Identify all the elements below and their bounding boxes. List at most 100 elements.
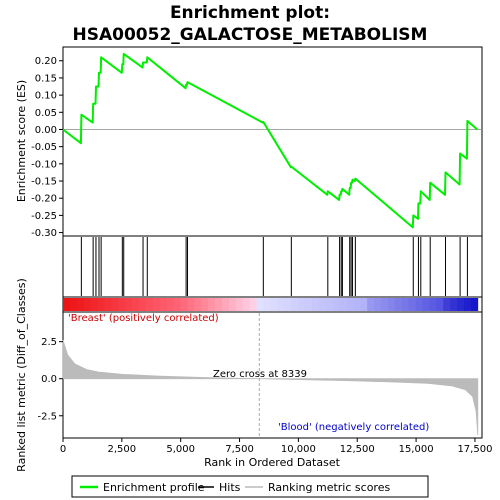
colorbar-segment — [380, 298, 389, 311]
colorbar-segment — [325, 298, 333, 311]
colorbar-segment — [367, 298, 375, 311]
colorbar-segment — [263, 298, 271, 311]
x-ticks: 0 2,500 5,000 7,500 10,000 12,500 15,000 17,500 — [60, 438, 492, 455]
colorbar-segment — [311, 298, 320, 311]
x-tick-label: 7,500 — [225, 444, 254, 455]
colorbar-segment — [284, 298, 292, 311]
enrichment-profile-line — [62, 52, 478, 229]
colorbar-segment — [443, 298, 451, 311]
colorbar-segment — [159, 298, 168, 311]
hit-markers — [80, 237, 468, 296]
metric-y-tick-label: 0.0 — [41, 374, 57, 385]
colorbar-segment — [145, 298, 154, 311]
colorbar-segment — [235, 298, 244, 311]
es-y-tick-label: -0.10 — [31, 159, 57, 170]
x-tick-label: 15,000 — [399, 444, 434, 455]
colorbar-segment — [132, 298, 140, 311]
colorbar-segment — [249, 298, 257, 311]
colorbar-segment — [318, 298, 327, 311]
x-tick-label: 12,500 — [340, 444, 375, 455]
legend: Enrichment profile Hits Ranking metric sco… — [80, 481, 390, 494]
chart-title-line1: Enrichment plot: — [170, 3, 330, 23]
positive-class-label: 'Breast' (positively correlated) — [68, 313, 219, 324]
x-tick-label: 17,500 — [457, 444, 492, 455]
colorbar-segment — [69, 298, 78, 311]
enrichment-profile — [62, 52, 478, 229]
colorbar-segment — [201, 298, 209, 311]
colorbar-segment — [470, 298, 479, 311]
colorbar-segment — [374, 298, 382, 311]
hits-panel — [62, 235, 483, 298]
x-tick-label: 2,500 — [108, 444, 137, 455]
x-tick-label: 10,000 — [281, 444, 316, 455]
es-y-tick-label: 0.00 — [35, 125, 57, 136]
es-panel — [62, 46, 483, 237]
es-y-tick-label: -0.25 — [31, 211, 57, 222]
es-y-tick-label: 0.10 — [35, 91, 57, 102]
colorbar-segment — [463, 298, 472, 311]
es-y-tick-label: 0.05 — [35, 108, 57, 119]
colorbar-segment — [277, 298, 285, 311]
x-tick-label: 0 — [60, 444, 66, 455]
colorbar-segment — [173, 298, 181, 311]
es-y-tick-label: -0.20 — [31, 194, 57, 205]
colorbar-segment — [90, 298, 98, 311]
colorbar-segment — [436, 298, 444, 311]
colorbar-segment — [76, 298, 85, 311]
colorbar-segment — [415, 298, 423, 311]
metric-y-ticks: 2.5 0.0 -2.5 — [37, 337, 63, 422]
colorbar-segment — [332, 298, 340, 311]
zero-cross-label: Zero cross at 8339 — [213, 369, 307, 380]
colorbar-segment — [353, 298, 361, 311]
colorbar-segment — [256, 298, 264, 311]
colorbar-segment — [242, 298, 251, 311]
x-axis-label: Rank in Ordered Dataset — [204, 456, 341, 469]
colorbar-segment — [83, 298, 92, 311]
colorbar-segment — [104, 298, 112, 311]
metric-y-tick-label: -2.5 — [37, 411, 57, 422]
es-y-tick-label: 0.20 — [35, 56, 57, 67]
es-y-tick-label: -0.05 — [31, 142, 57, 153]
colorbar-segment — [152, 298, 161, 311]
colorbar-segment — [63, 298, 71, 311]
colorbar-segment — [228, 298, 237, 311]
es-y-ticks: 0.20 0.15 0.10 0.05 0.00 -0.05 -0.10 -0.15 -0.20… — [31, 56, 63, 239]
colorbar-segment — [187, 298, 195, 311]
metric-y-axis-label: Ranked list metric (Diff_of_Classes) — [15, 278, 28, 472]
ranking-metric-area — [62, 340, 479, 436]
colorbar-segment — [408, 298, 416, 311]
colorbar-segment — [270, 298, 278, 311]
colorbar-segment — [394, 298, 403, 311]
colorbar-segment — [429, 298, 437, 311]
legend-label: Ranking metric scores — [268, 481, 390, 494]
legend-label: Enrichment profile — [103, 481, 205, 494]
es-y-axis-label: Enrichment score (ES) — [15, 80, 28, 202]
colorbar-segment — [208, 298, 216, 311]
colorbar-segment — [97, 298, 105, 311]
colorbar-segment — [291, 298, 299, 311]
colorbar-segment — [360, 298, 368, 311]
colorbar-segment — [139, 298, 147, 311]
colorbar-segment — [125, 298, 133, 311]
colorbar-segment — [194, 298, 202, 311]
es-y-tick-label: -0.30 — [31, 228, 57, 239]
ranking-metric — [62, 313, 479, 437]
colorbar-segment — [166, 298, 175, 311]
colorbar-segment — [304, 298, 313, 311]
colorbar-segment — [221, 298, 230, 311]
rank-colorbar — [63, 298, 479, 311]
colorbar-segment — [215, 298, 223, 311]
colorbar-segment — [346, 298, 354, 311]
legend-label: Hits — [219, 481, 241, 494]
colorbar-segment — [422, 298, 430, 311]
metric-y-tick-label: 2.5 — [41, 337, 57, 348]
colorbar-segment — [450, 298, 458, 311]
colorbar-segment — [457, 298, 465, 311]
colorbar-segment — [180, 298, 188, 311]
es-y-tick-label: -0.15 — [31, 177, 57, 188]
colorbar-segment — [401, 298, 410, 311]
colorbar-segment — [298, 298, 306, 311]
es-y-tick-label: 0.15 — [35, 73, 57, 84]
x-tick-label: 5,000 — [166, 444, 195, 455]
